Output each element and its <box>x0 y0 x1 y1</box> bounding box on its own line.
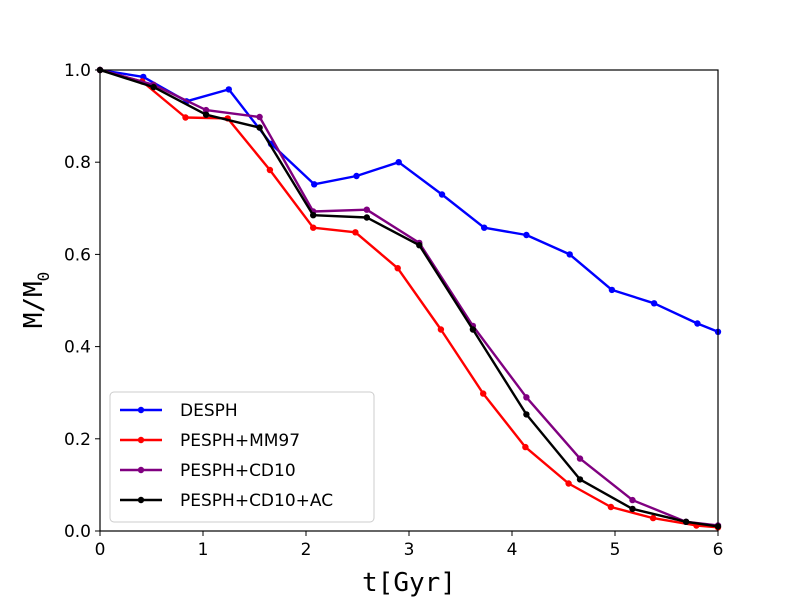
data-point <box>150 83 157 91</box>
x-tick-label: 3 <box>404 540 415 560</box>
data-point <box>650 300 658 307</box>
x-tick-label: 4 <box>507 540 518 560</box>
series-3 <box>96 66 722 530</box>
legend-label: DESPH <box>180 401 238 421</box>
data-point <box>480 390 487 397</box>
series-line-0 <box>99 68 719 333</box>
x-axis-label: t[Gyr] <box>362 568 456 597</box>
y-tick-label: 0.8 <box>64 153 91 173</box>
data-point <box>694 320 701 327</box>
data-point <box>629 496 636 504</box>
data-point <box>607 503 615 511</box>
data-point <box>256 124 263 131</box>
data-point <box>395 159 402 166</box>
legend-marker <box>137 436 145 444</box>
data-point <box>523 394 530 401</box>
legend-marker <box>137 496 145 504</box>
axis-layer: 0 1 2 3 4 5 6 0.0 0.2 0.4 0.6 0.8 1.0 <box>64 61 723 560</box>
data-point <box>202 106 210 114</box>
data-point <box>576 476 584 483</box>
y-axis-label-subscript: 0 <box>34 272 53 282</box>
y-tick-label: 1.0 <box>64 61 91 81</box>
data-point <box>394 265 401 272</box>
legend: DESPH PESPH+MM97 PESPH+CD10 PESPH+CD10+AC <box>109 391 375 523</box>
legend-item: PESPH+CD10+AC <box>120 491 333 511</box>
data-point <box>438 191 446 198</box>
data-point <box>311 181 318 188</box>
data-point <box>182 114 189 121</box>
data-point <box>202 111 210 118</box>
y-tick-label: 0.6 <box>64 245 91 265</box>
y-tick-label: 0.4 <box>64 338 91 358</box>
legend-label: PESPH+MM97 <box>180 431 300 451</box>
data-point <box>649 514 657 522</box>
data-point <box>310 224 317 231</box>
data-point <box>416 242 423 249</box>
data-point <box>310 212 317 219</box>
data-point <box>225 86 232 93</box>
data-point <box>566 251 573 258</box>
legend-marker <box>137 406 145 414</box>
data-point <box>481 224 488 231</box>
legend-label: PESPH+CD10 <box>180 461 296 481</box>
series-line-1 <box>99 68 719 529</box>
data-point <box>353 172 360 180</box>
y-tick-label: 0.2 <box>64 430 91 450</box>
data-point <box>266 166 274 174</box>
data-point <box>565 480 572 487</box>
legend-label: PESPH+CD10+AC <box>180 491 333 511</box>
data-point <box>682 518 690 525</box>
data-point <box>363 206 370 213</box>
y-axis-label: M/M0 <box>19 272 53 329</box>
x-tick-label: 0 <box>95 540 106 560</box>
data-point <box>522 443 529 451</box>
legend-item: DESPH <box>120 401 238 421</box>
x-tick-label: 1 <box>198 540 209 560</box>
x-tick-label: 5 <box>610 540 621 560</box>
y-axis-label-main: M/M <box>19 281 49 328</box>
data-point <box>469 326 477 333</box>
legend-item: PESPH+CD10 <box>120 461 296 481</box>
x-tick-label: 6 <box>713 540 724 560</box>
series-layer <box>96 66 722 531</box>
legend-item: PESPH+MM97 <box>120 431 300 451</box>
data-point <box>256 113 263 121</box>
data-point <box>523 411 530 418</box>
data-point <box>608 286 616 294</box>
legend-marker <box>137 466 145 474</box>
data-point <box>523 231 530 239</box>
data-point <box>629 505 636 513</box>
data-point <box>352 229 359 236</box>
data-point <box>437 326 445 333</box>
data-point <box>363 214 370 221</box>
data-point <box>576 455 584 462</box>
x-tick-label: 2 <box>301 540 312 560</box>
legend-box <box>109 391 375 523</box>
y-tick-label: 0.0 <box>64 522 91 542</box>
